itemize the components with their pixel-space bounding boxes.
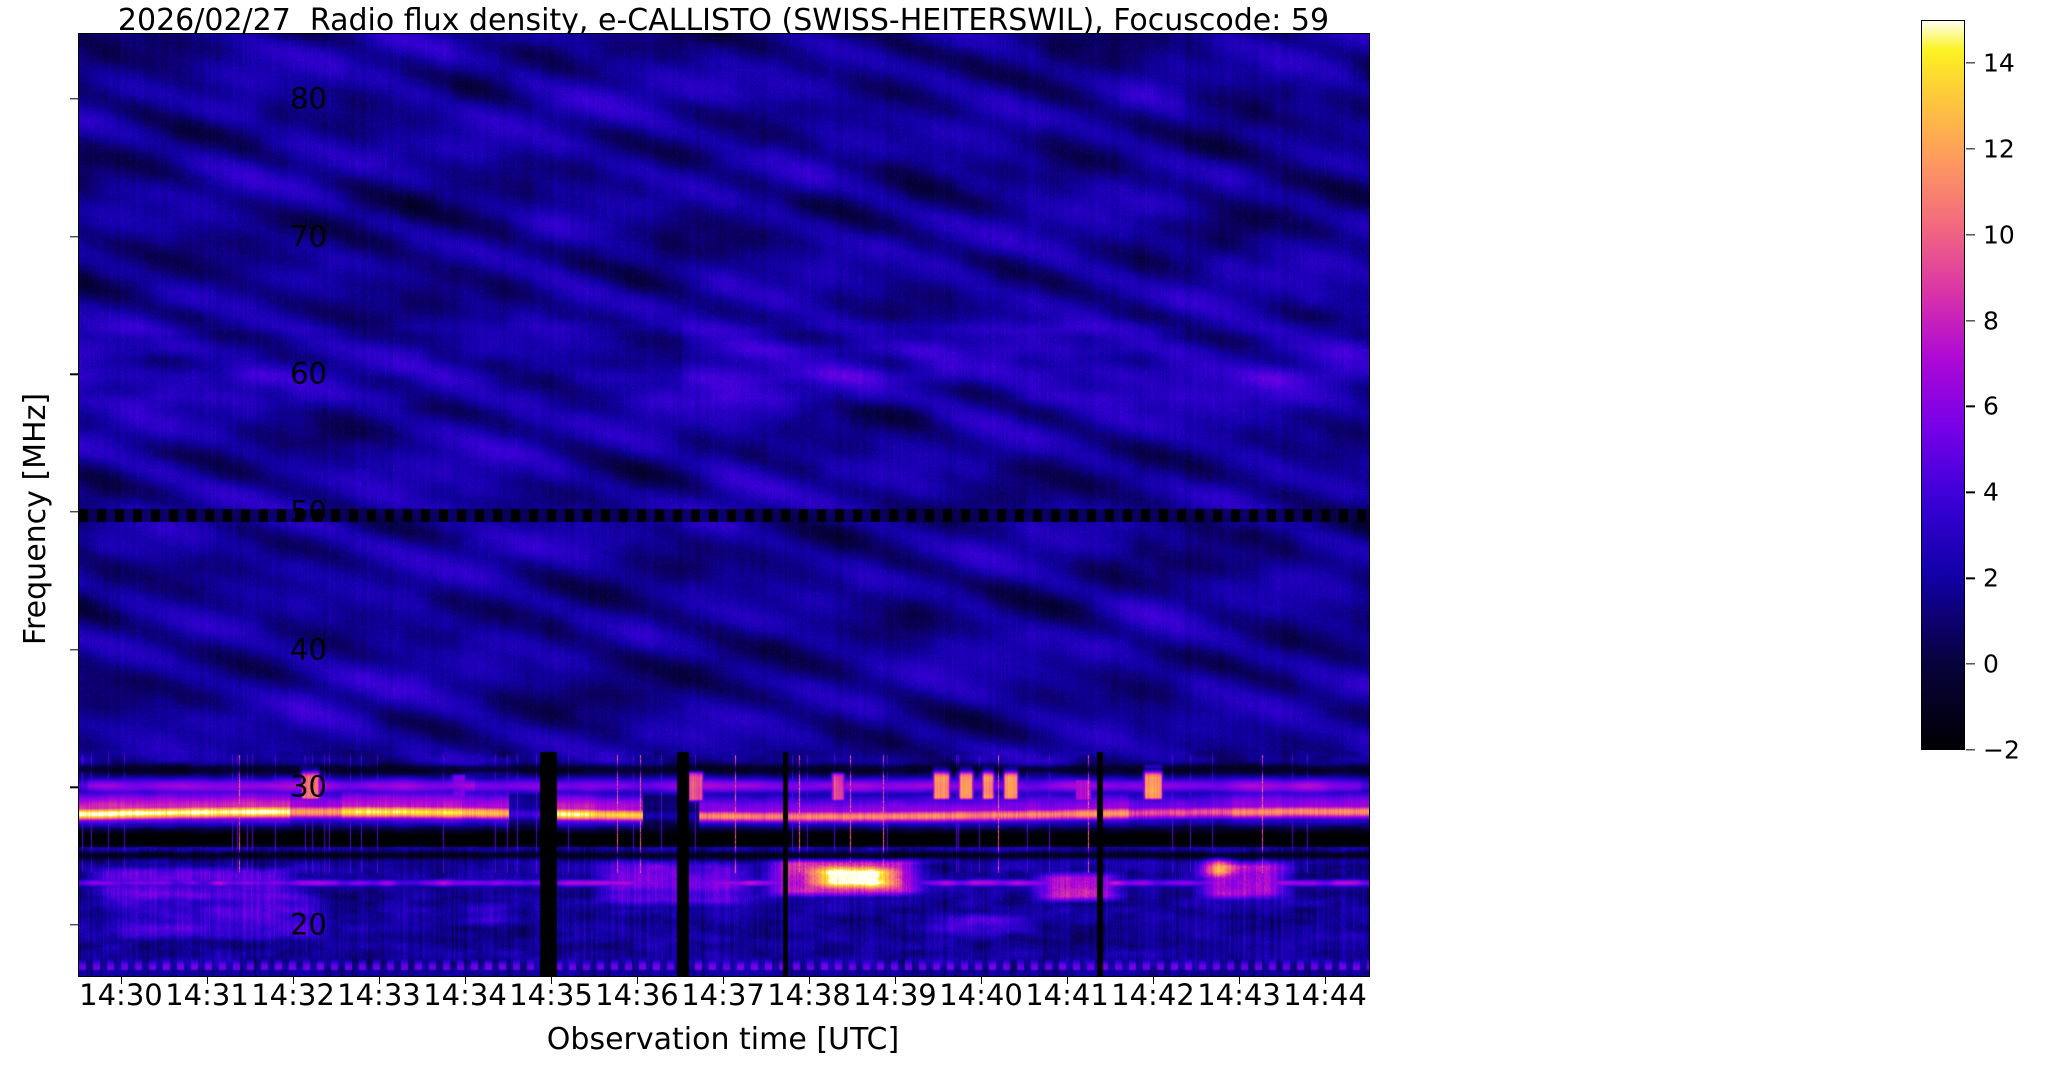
x-axis-label: Observation time [UTC]: [546, 1022, 900, 1057]
spectrogram-plot-area: [78, 33, 1370, 977]
y-tick-mark: [70, 786, 78, 788]
colorbar-tick-label-6: 2: [1983, 563, 1999, 593]
x-tick-label-14-36: 14:36: [595, 978, 679, 1012]
x-tick-label-14-32: 14:32: [251, 978, 335, 1012]
colorbar-tick-label-0: 14: [1983, 48, 2015, 78]
x-tick-mark: [551, 976, 553, 984]
x-tick-label-14-35: 14:35: [509, 978, 593, 1012]
x-tick-label-14-34: 14:34: [423, 978, 507, 1012]
x-tick-label-14-31: 14:31: [165, 978, 249, 1012]
x-tick-mark: [1325, 976, 1327, 984]
x-tick-mark: [1067, 976, 1069, 984]
colorbar-tick-label-1: 12: [1983, 134, 2015, 164]
colorbar-gradient: [1922, 21, 1964, 749]
x-tick-label-14-33: 14:33: [337, 978, 421, 1012]
y-tick-label-60: 60: [290, 356, 327, 391]
x-tick-label-14-44: 14:44: [1283, 978, 1367, 1012]
colorbar-tick-label-8: −2: [1983, 735, 2020, 765]
x-tick-mark: [465, 976, 467, 984]
x-tick-mark: [894, 976, 897, 984]
colorbar-tick-mark: [1966, 405, 1975, 408]
y-tick-mark: [70, 235, 78, 238]
y-tick-label-50: 50: [290, 494, 327, 529]
colorbar-tick-mark: [1966, 234, 1975, 236]
x-tick-label-14-38: 14:38: [767, 978, 851, 1012]
colorbar-tick-mark: [1966, 749, 1975, 751]
x-tick-mark: [293, 976, 295, 984]
colorbar: [1921, 20, 1965, 750]
y-tick-label-40: 40: [290, 632, 327, 667]
colorbar-tick-label-5: 4: [1983, 477, 1999, 507]
y-tick-mark: [70, 98, 78, 100]
x-tick-label-14-39: 14:39: [853, 978, 937, 1012]
y-tick-mark: [70, 648, 78, 651]
x-tick-mark: [809, 976, 811, 984]
x-tick-label-14-30: 14:30: [79, 978, 163, 1012]
x-tick-mark: [636, 976, 639, 984]
x-tick-label-14-37: 14:37: [681, 978, 765, 1012]
colorbar-tick-mark: [1966, 148, 1975, 150]
y-tick-mark: [70, 373, 78, 375]
y-tick-mark: [70, 924, 78, 926]
colorbar-tick-mark: [1966, 62, 1975, 64]
colorbar-tick-label-4: 6: [1983, 391, 1999, 421]
y-tick-mark: [70, 511, 78, 513]
figure-title: 2026/02/27 Radio flux density, e-CALLIST…: [117, 3, 1330, 38]
x-tick-mark: [207, 976, 209, 984]
spectrogram-image: [79, 34, 1369, 976]
x-tick-mark: [723, 976, 725, 984]
y-tick-label-80: 80: [290, 81, 327, 116]
x-tick-mark: [120, 976, 123, 984]
colorbar-tick-mark: [1966, 577, 1975, 579]
y-tick-label-20: 20: [290, 907, 327, 942]
y-axis-label: Frequency [MHz]: [18, 392, 53, 646]
x-tick-label-14-41: 14:41: [1025, 978, 1109, 1012]
colorbar-tick-label-2: 10: [1983, 220, 2015, 250]
x-tick-mark: [378, 976, 381, 984]
x-tick-mark: [1239, 976, 1241, 984]
x-tick-mark: [981, 976, 983, 984]
x-tick-label-14-43: 14:43: [1197, 978, 1281, 1012]
colorbar-tick-mark: [1966, 491, 1975, 494]
colorbar-tick-mark: [1966, 663, 1975, 665]
x-tick-mark: [1152, 976, 1155, 984]
y-tick-label-70: 70: [290, 219, 327, 254]
y-tick-label-30: 30: [290, 769, 327, 804]
x-tick-label-14-40: 14:40: [939, 978, 1023, 1012]
colorbar-tick-label-7: 0: [1983, 649, 1999, 679]
x-tick-label-14-42: 14:42: [1111, 978, 1195, 1012]
colorbar-tick-mark: [1966, 319, 1975, 322]
colorbar-tick-label-3: 8: [1983, 306, 1999, 336]
